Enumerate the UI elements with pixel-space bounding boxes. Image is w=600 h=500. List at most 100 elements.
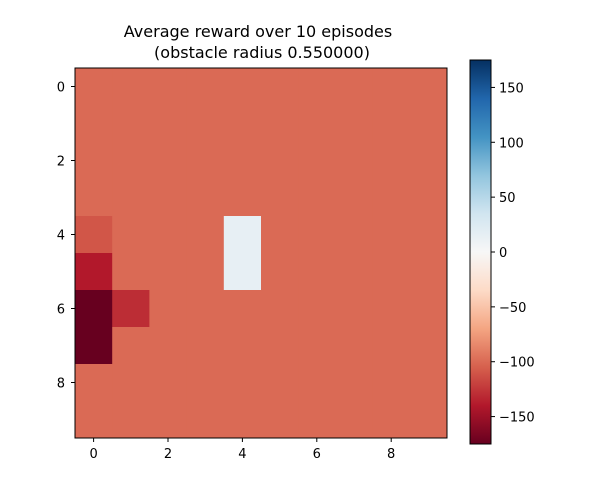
heatmap-cell xyxy=(261,179,299,217)
y-tick-label: 4 xyxy=(57,229,65,244)
heatmap-cell xyxy=(186,142,225,180)
x-tick-label: 2 xyxy=(164,447,172,462)
heatmap-cell xyxy=(186,327,225,365)
heatmap-cell xyxy=(112,401,150,439)
colorbar-tick-label: 50 xyxy=(499,191,516,206)
y-tick-label: 0 xyxy=(57,81,65,96)
heatmap-cell xyxy=(409,327,448,365)
heatmap-cell xyxy=(149,105,187,143)
heatmap-cell xyxy=(261,290,299,328)
x-tick-label: 8 xyxy=(387,447,395,462)
heatmap-cell xyxy=(261,142,299,180)
heatmap-cell xyxy=(409,253,448,291)
heatmap-cell xyxy=(298,253,336,291)
colorbar-tick-label: 100 xyxy=(499,136,524,151)
heatmap-cell xyxy=(186,216,225,254)
heatmap-cell xyxy=(223,401,262,439)
heatmap-cell xyxy=(298,401,336,439)
heatmap-cell xyxy=(298,105,336,143)
heatmap-cell xyxy=(372,142,411,180)
plot-frame xyxy=(74,67,448,439)
heatmap-cell xyxy=(149,401,187,439)
heatmap-cell xyxy=(75,364,113,402)
heatmap-cell xyxy=(75,179,113,217)
heatmap-cell xyxy=(149,68,187,106)
heatmap-cell xyxy=(335,327,373,365)
y-tick-label: 8 xyxy=(57,377,65,392)
heatmap-cell xyxy=(298,290,336,328)
heatmap-cell xyxy=(149,253,187,291)
heatmap-cell xyxy=(223,142,262,180)
x-axis: 0 2 4 6 8 xyxy=(89,438,395,462)
heatmap-cell xyxy=(372,179,411,217)
heatmap-cell xyxy=(372,327,411,365)
colorbar-tick-label: 150 xyxy=(499,81,524,96)
heatmap-cell xyxy=(223,68,262,106)
heatmap-cell xyxy=(335,68,373,106)
heatmap-cell xyxy=(223,105,262,143)
colorbar-tick-label: 0 xyxy=(499,246,507,261)
heatmap-cell xyxy=(261,253,299,291)
heatmap-cell xyxy=(409,364,448,402)
x-tick-label: 6 xyxy=(313,447,321,462)
heatmap-cell xyxy=(409,401,448,439)
heatmap-cell xyxy=(372,401,411,439)
heatmap-cell xyxy=(186,401,225,439)
heatmap-cell xyxy=(75,216,113,254)
heatmap-cell xyxy=(261,327,299,365)
colorbar-axis: 150 100 50 0 −50 −100 −150 xyxy=(491,81,535,426)
heatmap-cell xyxy=(298,216,336,254)
heatmap-cell xyxy=(372,290,411,328)
chart-title-line-1: Average reward over 10 episodes xyxy=(124,22,392,41)
heatmap-cell xyxy=(409,68,448,106)
heatmap-cell xyxy=(409,142,448,180)
heatmap-cell xyxy=(75,327,113,365)
heatmap-cell xyxy=(75,253,113,291)
heatmap-cell xyxy=(186,105,225,143)
heatmap-cell xyxy=(298,364,336,402)
heatmap-cell xyxy=(372,253,411,291)
heatmap-cell xyxy=(112,68,150,106)
y-tick-label: 2 xyxy=(57,155,65,170)
heatmap-cell xyxy=(75,290,113,328)
heatmap-cell xyxy=(409,216,448,254)
heatmap-cell xyxy=(112,364,150,402)
heatmap-cell xyxy=(112,216,150,254)
y-tick-label: 6 xyxy=(57,303,65,318)
heatmap-cell xyxy=(75,401,113,439)
heatmap-cell xyxy=(335,142,373,180)
heatmap-cell xyxy=(223,216,262,254)
heatmap-cell xyxy=(335,401,373,439)
heatmap-cells xyxy=(75,68,448,439)
heatmap-cell xyxy=(223,327,262,365)
heatmap-cell xyxy=(409,179,448,217)
heatmap-cell xyxy=(372,68,411,106)
heatmap-cell xyxy=(372,105,411,143)
heatmap-cell xyxy=(372,364,411,402)
heatmap-cell xyxy=(149,290,187,328)
heatmap-cell xyxy=(186,253,225,291)
x-tick-label: 4 xyxy=(238,447,246,462)
heatmap-cell xyxy=(149,327,187,365)
heatmap-cell xyxy=(261,105,299,143)
heatmap-cell xyxy=(112,105,150,143)
heatmap-cell xyxy=(186,68,225,106)
heatmap-cell xyxy=(335,216,373,254)
heatmap-cell xyxy=(223,253,262,291)
heatmap-cell xyxy=(149,142,187,180)
colorbar-tick-label: −150 xyxy=(499,411,535,426)
heatmap-cell xyxy=(223,179,262,217)
heatmap-cell xyxy=(261,364,299,402)
y-axis: 0 2 4 6 8 xyxy=(57,81,75,392)
heatmap-cell xyxy=(186,179,225,217)
heatmap-cell xyxy=(335,364,373,402)
heatmap-cell xyxy=(409,105,448,143)
heatmap-cell xyxy=(112,253,150,291)
heatmap-cell xyxy=(75,142,113,180)
heatmap-cell xyxy=(298,179,336,217)
heatmap-cell xyxy=(298,68,336,106)
heatmap-cell xyxy=(75,68,113,106)
heatmap-cell xyxy=(149,364,187,402)
heatmap-cell xyxy=(335,290,373,328)
heatmap-cell xyxy=(298,327,336,365)
